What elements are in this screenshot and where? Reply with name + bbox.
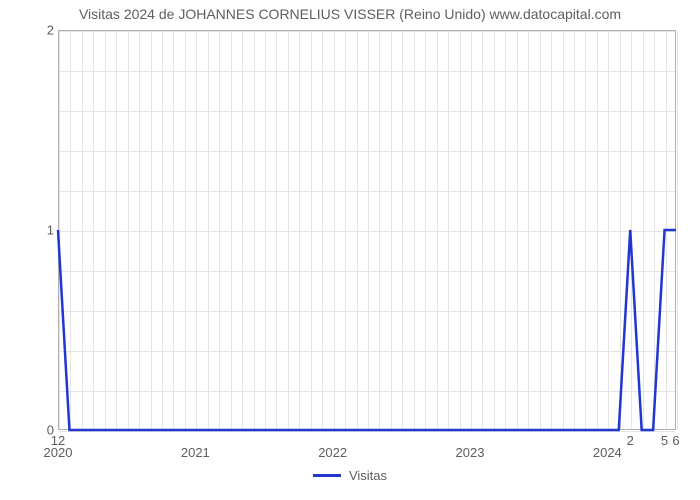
chart-title: Visitas 2024 de JOHANNES CORNELIUS VISSE… — [0, 6, 700, 22]
legend-label: Visitas — [349, 468, 387, 483]
x-major-tick-label: 2024 — [593, 445, 622, 460]
y-tick-label: 0 — [24, 423, 54, 438]
x-minor-tick-label: 5 — [661, 433, 668, 448]
x-major-tick-label: 2023 — [456, 445, 485, 460]
legend-swatch — [313, 474, 341, 477]
line-series — [58, 30, 676, 430]
visits-chart: Visitas 2024 de JOHANNES CORNELIUS VISSE… — [0, 0, 700, 500]
y-tick-label: 2 — [24, 23, 54, 38]
x-major-tick-label: 2020 — [44, 445, 73, 460]
x-minor-tick-label: 2 — [627, 433, 634, 448]
x-minor-tick-label: 6 — [672, 433, 679, 448]
y-tick-label: 1 — [24, 223, 54, 238]
x-major-tick-label: 2021 — [181, 445, 210, 460]
legend: Visitas — [0, 468, 700, 483]
x-major-tick-label: 2022 — [318, 445, 347, 460]
